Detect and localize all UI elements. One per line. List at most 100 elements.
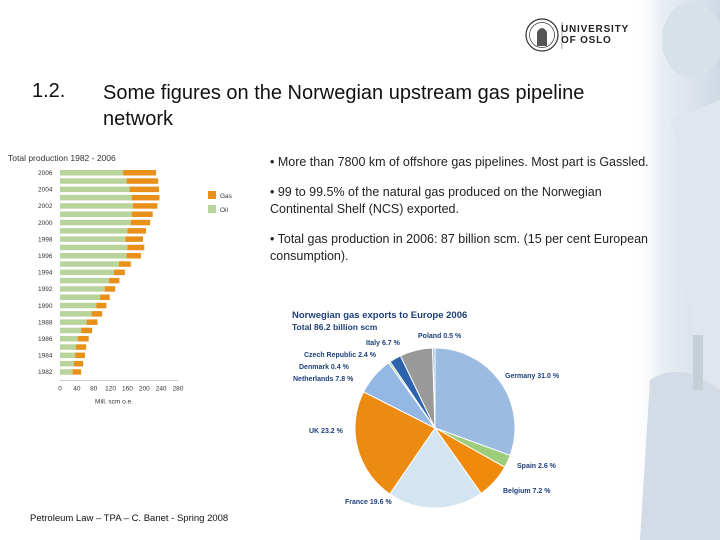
bar-oil-1991 [60, 294, 101, 300]
x-axis-label: Mill. scm o.e. [95, 399, 133, 406]
bullet-pipelines: • More than 7800 km of offshore gas pipe… [270, 155, 649, 169]
bar-gas-1992 [104, 286, 116, 292]
bar-gas-2006 [123, 170, 157, 176]
bar-gas-1990 [96, 302, 107, 309]
bar-gas-1987 [81, 327, 93, 334]
bar-gas-1984 [75, 352, 85, 359]
pie-label-belgium: Belgium 7.2 % [503, 488, 551, 495]
bar-oil-2001 [60, 211, 132, 217]
y-tick-label: 1998 [38, 236, 53, 243]
bar-gas-1995 [119, 261, 131, 267]
bar-gas-1999 [127, 228, 146, 234]
pie-label-netherlands: Netherlands 7.8 % [293, 376, 354, 383]
bar-oil-1994 [60, 269, 114, 276]
bar-oil-2000 [60, 219, 131, 226]
bar-gas-1997 [127, 244, 145, 251]
bullet-total-production: • Total gas production in 2006: 87 billi… [270, 232, 648, 263]
bar-oil-2003 [60, 194, 132, 201]
bar-oil-1990 [60, 302, 97, 309]
bar-gas-1991 [100, 294, 110, 300]
bar-gas-1986 [77, 336, 89, 342]
university-name-line2: OF OSLO [561, 35, 612, 46]
y-tick-label: 1996 [38, 253, 53, 260]
bar-oil-2005 [60, 178, 127, 184]
y-tick-label: 1994 [38, 270, 53, 277]
bar-gas-1996 [126, 253, 141, 259]
bar-oil-1992 [60, 286, 105, 292]
x-tick-label: 120 [105, 386, 116, 393]
y-tick-label: 1982 [38, 369, 53, 376]
bar-oil-1993 [60, 277, 109, 284]
pie-label-uk: UK 23.2 % [309, 428, 344, 435]
y-tick-label: 1984 [38, 353, 53, 360]
x-tick-label: 40 [73, 386, 81, 393]
bar-gas-1998 [125, 236, 144, 242]
bullet-list: • More than 7800 km of offshore gas pipe… [270, 154, 650, 278]
bar-oil-1986 [60, 336, 78, 342]
bar-gas-1988 [86, 319, 98, 325]
bar-gas-1985 [76, 344, 87, 350]
pie-slice-france [389, 427, 482, 509]
pie-chart-title: Norwegian gas exports to Europe 2006 [292, 310, 467, 321]
legend-swatch-gas [208, 191, 216, 199]
production-bar-chart: Total production 1982 - 2006200620042002… [8, 153, 233, 406]
y-tick-label: 1988 [38, 319, 53, 326]
bar-oil-1987 [60, 327, 82, 334]
y-tick-label: 1990 [38, 303, 53, 310]
x-tick-label: 280 [173, 386, 184, 393]
pie-slice-uk [354, 391, 436, 495]
bar-oil-1995 [60, 261, 119, 267]
bar-oil-1996 [60, 253, 127, 259]
bar-oil-1984 [60, 352, 76, 359]
bar-oil-1998 [60, 236, 126, 242]
bar-gas-2001 [131, 211, 153, 217]
pie-label-italy: Italy 6.7 % [366, 340, 401, 347]
bar-oil-2004 [60, 186, 130, 193]
bullet-export-share: • 99 to 99.5% of the natural gas produce… [270, 185, 602, 216]
x-tick-label: 0 [58, 386, 62, 393]
y-tick-label: 2004 [38, 187, 53, 194]
y-tick-label: 2006 [38, 170, 53, 177]
bar-gas-1993 [108, 277, 120, 284]
pie-slice-poland [432, 347, 436, 429]
slide-title: Some figures on the Norwegian upstream g… [103, 82, 585, 130]
university-seal-logo [525, 18, 563, 52]
slide-number: 1.2. [32, 80, 66, 102]
bar-gas-1983 [73, 360, 84, 367]
gas-exports-pie-chart: Norwegian gas exports to Europe 2006Tota… [292, 310, 560, 509]
bar-oil-1985 [60, 344, 77, 350]
university-name: UNIVERSITY OF OSLO [561, 24, 629, 46]
y-tick-label: 2000 [38, 220, 53, 227]
bar-oil-1982 [60, 369, 73, 375]
pie-label-poland: Poland 0.5 % [418, 333, 462, 340]
bar-oil-1983 [60, 360, 74, 367]
bar-gas-1989 [91, 311, 103, 317]
pie-label-czech-republic: Czech Republic 2.4 % [304, 352, 377, 359]
pie-label-spain: Spain 2.6 % [517, 463, 557, 470]
pie-label-germany: Germany 31.0 % [505, 373, 560, 380]
bar-oil-1999 [60, 228, 128, 234]
bar-oil-1988 [60, 319, 87, 325]
y-tick-label: 1986 [38, 336, 53, 343]
bar-gas-2003 [131, 194, 160, 201]
x-tick-label: 80 [90, 386, 98, 393]
pie-label-denmark: Denmark 0.4 % [299, 364, 350, 371]
y-tick-label: 2002 [38, 203, 53, 210]
bar-gas-1994 [113, 269, 125, 276]
university-name-line1: UNIVERSITY [561, 24, 630, 35]
bar-gas-1982 [72, 369, 82, 375]
bar-oil-2006 [60, 170, 124, 176]
x-tick-label: 200 [139, 386, 150, 393]
y-tick-label: 1992 [38, 286, 53, 293]
pie-label-france: France 19.6 % [345, 499, 392, 506]
legend-label-gas: Gas [220, 193, 233, 200]
bar-gas-2004 [129, 186, 160, 193]
bar-oil-1997 [60, 244, 128, 251]
bar-gas-2005 [126, 178, 159, 184]
pie-chart-subtitle: Total 86.2 billion scm [292, 322, 378, 332]
bar-chart-title: Total production 1982 - 2006 [8, 153, 116, 163]
bar-gas-2000 [130, 219, 151, 226]
legend-label-oil: Oil [220, 207, 229, 214]
legend-swatch-oil [208, 205, 216, 213]
pie-slice-germany [434, 347, 516, 457]
